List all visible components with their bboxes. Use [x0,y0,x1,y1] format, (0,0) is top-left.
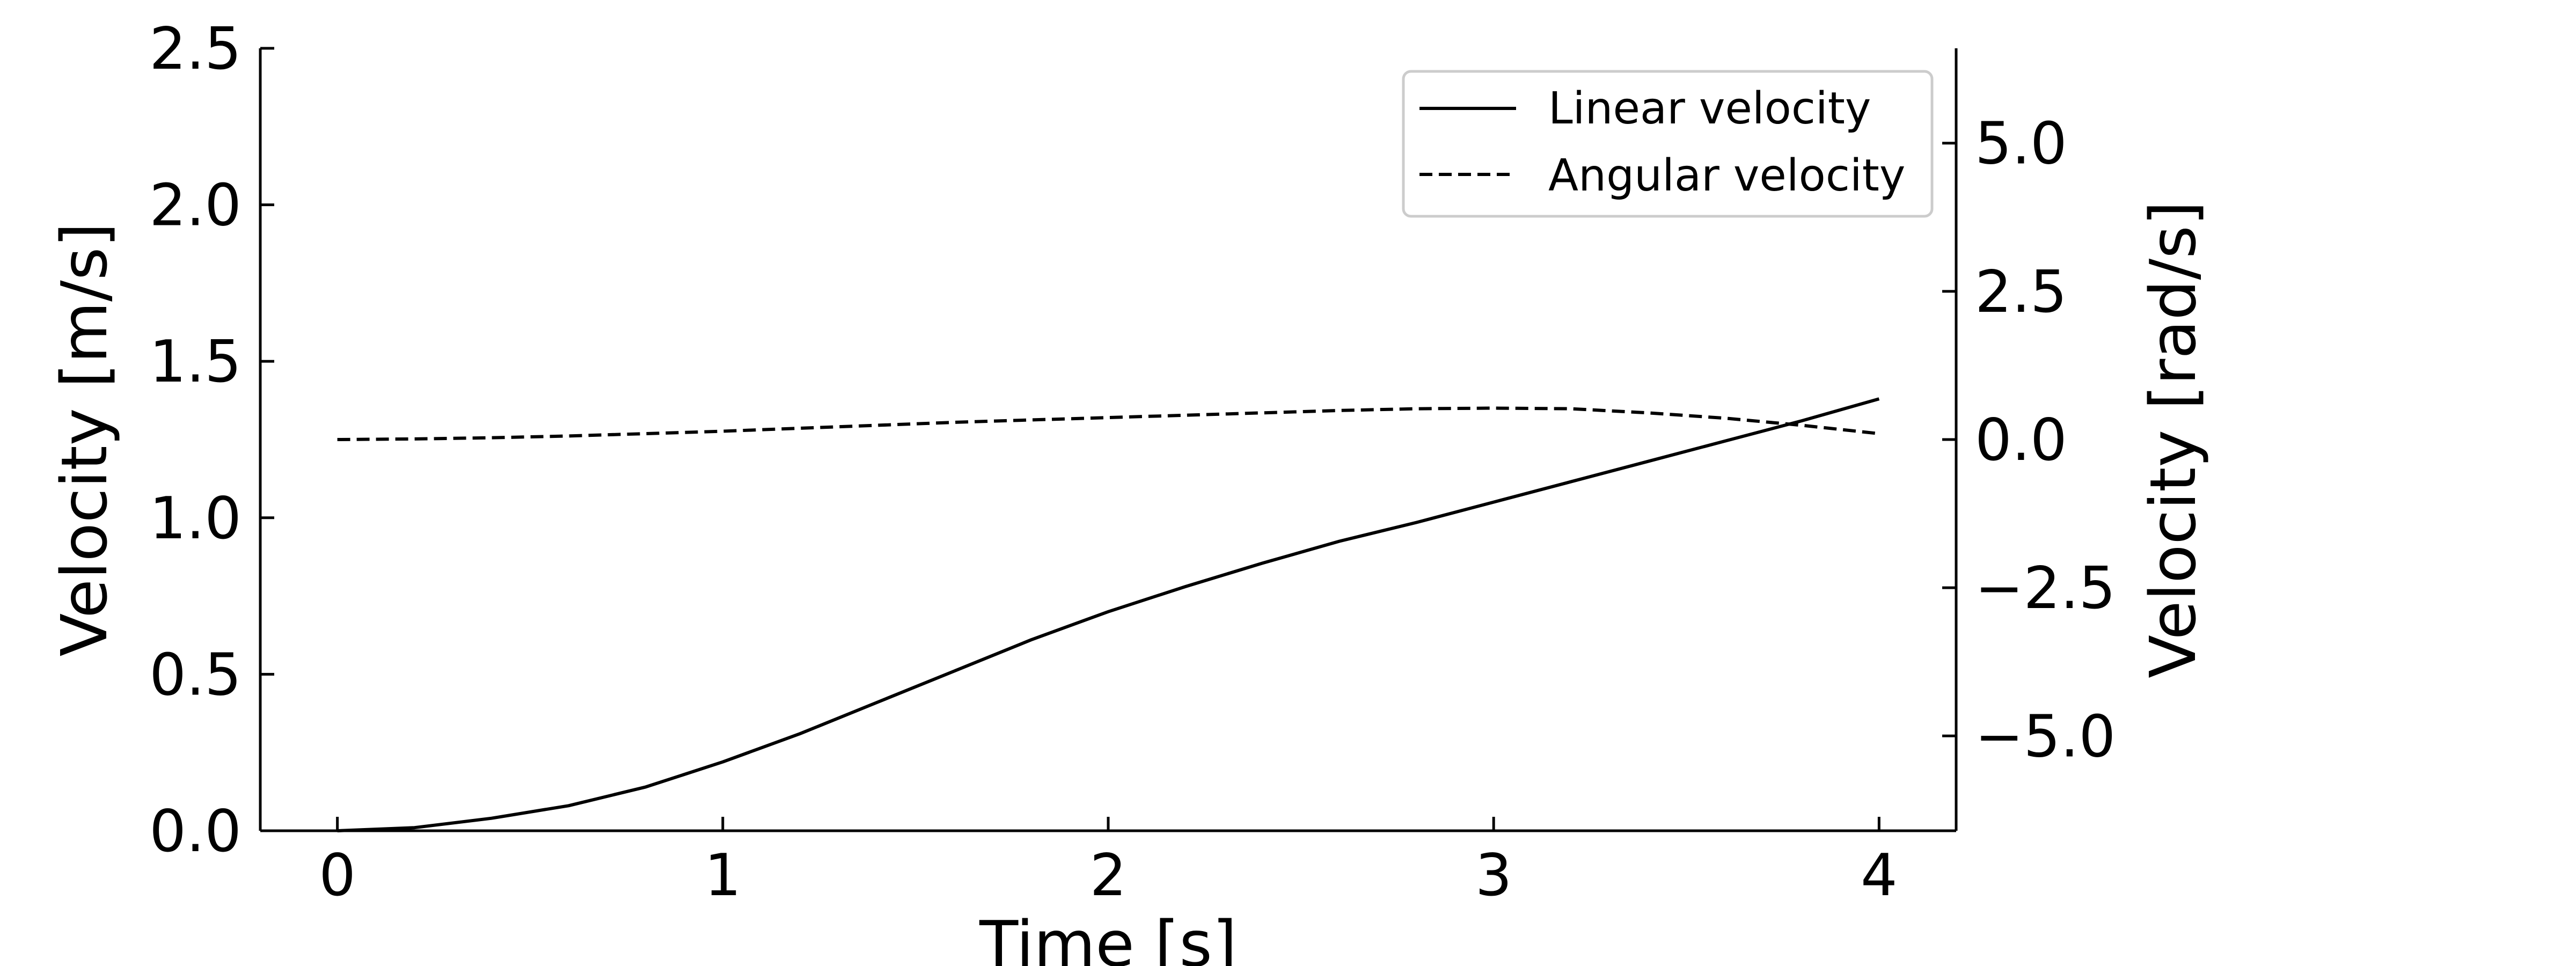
y-right-tick-label: −2.5 [1975,555,2116,622]
y-right-tick-label: 2.5 [1975,259,2067,326]
y-axis-left-label: Velocity [m/s] [47,223,121,657]
linear-velocity-line [337,397,1880,832]
y-left-tick-label: 0.0 [149,798,241,865]
y-left-tick-label: 0.5 [149,641,241,708]
legend-label-angular: Angular velocity [1548,150,1905,201]
ticks: 0 1 2 3 4 0.0 0.5 1.0 1.5 2.0 2.5 −5.0 −2.5 0.0 2.5 5.0 [149,16,2116,909]
y-right-tick-label: −5.0 [1975,703,2116,770]
legend-box [1402,70,1934,218]
x-tick-label: 0 [319,842,356,909]
angular-velocity-line [337,406,1879,441]
x-tick-label: 4 [1861,842,1898,909]
x-tick-label: 3 [1475,842,1512,909]
y-left-tick-label: 2.0 [149,172,241,239]
y-left-tick-label: 1.5 [149,328,241,396]
legend-label-linear: Linear velocity [1548,83,1871,134]
y-right-tick-label: 5.0 [1975,111,2067,178]
series [337,397,1880,832]
x-axis-label: Time [s] [979,907,1237,966]
y-left-tick-label: 1.0 [149,485,241,552]
y-axis-right-label: Velocity [rad/s] [2136,201,2210,678]
legend: Linear velocity Angular velocity [1402,70,1934,218]
x-tick-label: 1 [704,842,741,909]
y-left-tick-label: 2.5 [149,16,241,83]
y-right-tick-label: 0.0 [1975,407,2067,474]
x-tick-label: 2 [1090,842,1127,909]
